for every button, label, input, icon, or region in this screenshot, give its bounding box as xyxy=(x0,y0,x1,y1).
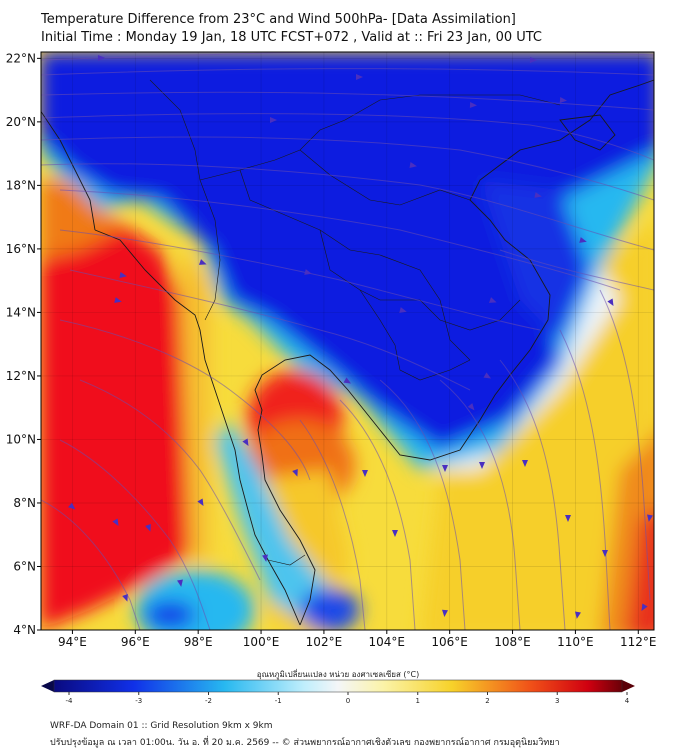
wind-arrow xyxy=(529,57,537,63)
wind-arrow xyxy=(469,102,477,108)
wind-arrow xyxy=(198,259,207,265)
wind-streamlines xyxy=(41,52,654,630)
wind-arrow xyxy=(362,470,368,477)
wind-arrows xyxy=(68,55,653,619)
colorbar-tick-label: -1 xyxy=(275,697,282,705)
colorbar-tick-label: 4 xyxy=(625,697,630,705)
colorbar-tick-label: 0 xyxy=(346,697,350,705)
wind-arrow xyxy=(177,579,183,587)
lon-tick-label: 108°E xyxy=(494,635,531,649)
lat-tick-label: 14°N xyxy=(6,305,36,319)
coastline xyxy=(41,79,654,626)
wind-arrow xyxy=(534,192,542,198)
wind-arrow xyxy=(356,74,363,80)
wind-arrow xyxy=(607,298,614,307)
temperature-field xyxy=(41,52,654,630)
axis-ticks: 94°E 96°E 98°E 100°E 102°E 104°E 106°E 108°E 110… xyxy=(6,51,657,649)
wind-arrow xyxy=(565,515,571,522)
wind-arrow xyxy=(114,297,122,303)
lat-tick-label: 22°N xyxy=(6,51,36,65)
lon-tick-label: 100°E xyxy=(243,635,280,649)
lon-tick-label: 98°E xyxy=(184,635,213,649)
wind-arrow xyxy=(442,609,448,617)
lon-tick-label: 96°E xyxy=(121,635,150,649)
wind-arrow xyxy=(602,550,608,557)
lon-tick-label: 106°E xyxy=(431,635,468,649)
lon-tick-label: 94°E xyxy=(58,635,87,649)
wind-arrow xyxy=(647,514,653,522)
wind-arrow xyxy=(522,460,528,467)
wind-arrow xyxy=(262,554,268,562)
wind-arrow xyxy=(479,462,485,469)
colorbar-tick-label: -2 xyxy=(205,697,212,705)
footer-model-info: WRF-DA Domain 01 :: Grid Resolution 9km … xyxy=(50,721,273,731)
wind-arrow xyxy=(145,523,151,532)
colorbar-tick-label: -4 xyxy=(66,697,74,705)
country-borders xyxy=(149,79,561,566)
map-frame xyxy=(40,51,655,631)
wind-arrow xyxy=(304,269,312,275)
wind-arrow xyxy=(488,297,497,303)
wind-arrow xyxy=(467,403,475,411)
lat-tick-label: 16°N xyxy=(6,242,36,256)
wind-arrow xyxy=(559,97,567,103)
colorbar-tick-label: 1 xyxy=(416,697,420,705)
wind-arrow xyxy=(399,307,407,313)
wind-arrow xyxy=(641,603,648,612)
wind-arrow xyxy=(483,372,492,379)
lat-tick-label: 8°N xyxy=(13,496,36,510)
colorbar-tick-label: 3 xyxy=(555,697,559,705)
wind-arrow xyxy=(197,498,204,507)
footer-update-info: ปรับปรุงข้อมูล ณ เวลา 01:00น. วัน อ. ที่… xyxy=(50,738,560,748)
lat-tick-label: 12°N xyxy=(6,369,36,383)
wind-arrow xyxy=(242,438,249,447)
lon-tick-label: 110°E xyxy=(557,635,594,649)
wind-arrow xyxy=(122,593,128,602)
wind-arrow xyxy=(392,530,398,537)
wind-arrow xyxy=(292,468,298,477)
wind-arrow xyxy=(442,465,448,472)
lat-tick-label: 10°N xyxy=(6,432,36,446)
wind-arrow xyxy=(68,502,76,510)
colorbar-label: อุณหภูมิเปลี่ยนแปลง หน่วย องศาเซลเซียส (… xyxy=(256,670,420,679)
wind-arrow xyxy=(579,237,587,243)
lat-tick-label: 4°N xyxy=(13,623,36,637)
lon-tick-label: 104°E xyxy=(369,635,406,649)
colorbar-tick-label: 2 xyxy=(485,697,489,705)
wind-arrow xyxy=(575,611,581,619)
map-title: Temperature Difference from 23°C and Win… xyxy=(41,12,516,27)
lon-tick-label: 112°E xyxy=(620,635,657,649)
lat-tick-label: 6°N xyxy=(13,559,36,573)
wind-arrow xyxy=(409,162,417,168)
lat-tick-label: 20°N xyxy=(6,115,36,129)
wind-arrow xyxy=(112,518,119,527)
wind-arrow xyxy=(343,377,352,384)
colorbar-tick-label: -3 xyxy=(135,697,142,705)
wind-arrow xyxy=(97,55,105,61)
wind-arrow xyxy=(119,272,127,278)
lat-tick-label: 18°N xyxy=(6,178,36,192)
wind-arrow xyxy=(270,117,277,123)
colorbar: -4 -3 -2 -1 0 1 2 3 4 xyxy=(41,679,635,705)
map-subtitle: Initial Time : Monday 19 Jan, 18 UTC FCS… xyxy=(41,30,543,45)
lon-tick-label: 102°E xyxy=(306,635,343,649)
